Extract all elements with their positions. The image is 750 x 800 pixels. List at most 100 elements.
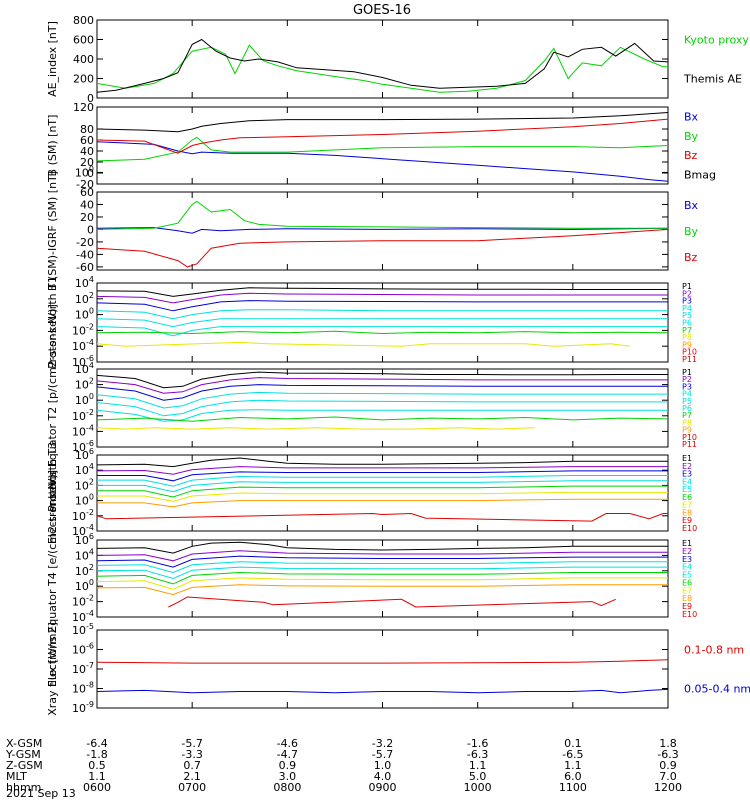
orbit-cell: 0900 <box>369 781 397 794</box>
series-line-e3 <box>97 470 668 482</box>
series-line-p6 <box>96 409 668 422</box>
y-axis-label: Xray flux [W/m2] <box>46 622 59 716</box>
orbit-cell: 1000 <box>464 781 492 794</box>
y-tick-label: 104 <box>75 361 94 376</box>
legend-label: E9 <box>682 602 692 611</box>
legend-label: P5 <box>682 311 692 320</box>
y-tick-label: 102 <box>75 563 94 578</box>
y-axis-label: Electrons North T3 <box>46 442 59 544</box>
orbit-cell: 1.0 <box>374 759 392 772</box>
legend-label: E2 <box>682 462 692 471</box>
legend-label: P9 <box>682 340 692 349</box>
y-tick-label: 120 <box>73 101 94 114</box>
y-tick-label: 10-6 <box>72 439 94 454</box>
legend-label: P8 <box>682 418 692 427</box>
legend-label: Bx <box>684 199 699 212</box>
legend-label: P5 <box>682 397 692 406</box>
y-tick-label: 10-2 <box>72 408 94 423</box>
orbit-cell: 0.9 <box>659 759 677 772</box>
y-tick-label: -20 <box>76 236 94 249</box>
y-tick-label: 10-4 <box>72 338 94 353</box>
legend-label: Bz <box>684 251 698 264</box>
y-tick-label: 100 <box>75 578 94 593</box>
date-label: 2021 Sep 13 <box>6 787 76 800</box>
orbit-row-label: X-GSM <box>6 737 42 750</box>
orbit-cell: -3.3 <box>181 748 202 761</box>
y-tick-label: 10-4 <box>72 609 94 624</box>
y-tick-label: 102 <box>75 377 94 392</box>
legend-label: Bmag <box>684 168 716 181</box>
orbit-cell: -6.4 <box>86 737 107 750</box>
orbit-cell: -5.7 <box>181 737 202 750</box>
series-line-e6 <box>97 485 668 498</box>
orbit-cell: 5.0 <box>469 770 487 783</box>
panel-1: 0 200 400 600 800 AE_index [nT] Kyoto proxy AE… <box>46 14 750 105</box>
series-line-e5 <box>96 566 668 580</box>
series-line-e2 <box>96 550 668 562</box>
y-tick-label: 10-7 <box>72 661 94 676</box>
legend-label: E9 <box>682 516 692 525</box>
orbit-cell: -4.7 <box>277 748 298 761</box>
series-line-p3 <box>96 300 668 312</box>
y-tick-label: 106 <box>75 447 94 462</box>
panel-frame <box>96 19 669 99</box>
series-line-e7 <box>96 577 668 590</box>
y-tick-label: 0 <box>87 167 94 180</box>
legend-label: P10 <box>682 348 697 357</box>
y-tick-label: 100 <box>75 392 94 407</box>
legend-label: P6 <box>682 319 692 328</box>
orbit-cell: -6.3 <box>657 748 678 761</box>
orbit-cell: -6.3 <box>467 748 488 761</box>
orbit-cell: 0.7 <box>183 759 201 772</box>
orbit-cell: -6.5 <box>562 748 583 761</box>
series-line-e9 <box>168 596 616 608</box>
y-axis-label: B (SM) [nT] <box>46 115 59 177</box>
series-line-bz <box>96 118 669 154</box>
legend-label: E10 <box>682 610 697 619</box>
series-line-p5 <box>96 399 668 417</box>
legend-label: E3 <box>682 470 692 479</box>
y-tick-label: 80 <box>80 123 94 136</box>
orbit-cell: 1200 <box>654 781 682 794</box>
legend-label: E8 <box>682 594 692 603</box>
y-tick-label: 10-6 <box>72 354 94 369</box>
series-line-p3 <box>96 384 668 401</box>
series-line-p2 <box>96 377 668 394</box>
y-tick-label: 10-8 <box>72 681 94 696</box>
legend-label: P11 <box>682 440 697 449</box>
y-tick-label: 60 <box>80 186 94 199</box>
y-axis-label: AE_index [nT] <box>46 21 59 97</box>
panel-frame <box>96 191 669 271</box>
legend-label: P3 <box>682 297 692 306</box>
panel-frame <box>96 629 669 709</box>
y-tick-label: 104 <box>75 547 94 562</box>
legend-label: Bz <box>684 149 698 162</box>
series-line-p8 <box>96 341 630 347</box>
legend-label: P7 <box>682 326 692 335</box>
orbit-cell: 0.1 <box>564 737 582 750</box>
panel-frame <box>96 368 669 448</box>
series-line-p1 <box>96 287 668 297</box>
y-tick-label: 10-2 <box>72 322 94 337</box>
series-line-bx <box>96 227 669 234</box>
y-tick-label: 100 <box>75 493 94 508</box>
legend-label: E1 <box>682 454 692 463</box>
orbit-cell: 0600 <box>83 781 111 794</box>
series-line-p8 <box>96 427 535 430</box>
orbit-cell: 1.8 <box>659 737 677 750</box>
y-tick-label: 20 <box>80 211 94 224</box>
y-tick-label: 10-5 <box>72 622 94 637</box>
series-line-e8 <box>97 498 668 508</box>
series-line-e8 <box>96 584 668 596</box>
legend-label: P3 <box>682 382 692 391</box>
y-tick-label: 102 <box>75 477 94 492</box>
orbit-cell: -1.8 <box>86 748 107 761</box>
legend-label: E4 <box>682 563 692 572</box>
orbit-cell: 0700 <box>178 781 206 794</box>
y-tick-label: 100 <box>75 164 94 179</box>
legend-label: By <box>684 130 699 143</box>
series-line-p4 <box>96 309 668 320</box>
series-line-e6 <box>96 571 668 585</box>
